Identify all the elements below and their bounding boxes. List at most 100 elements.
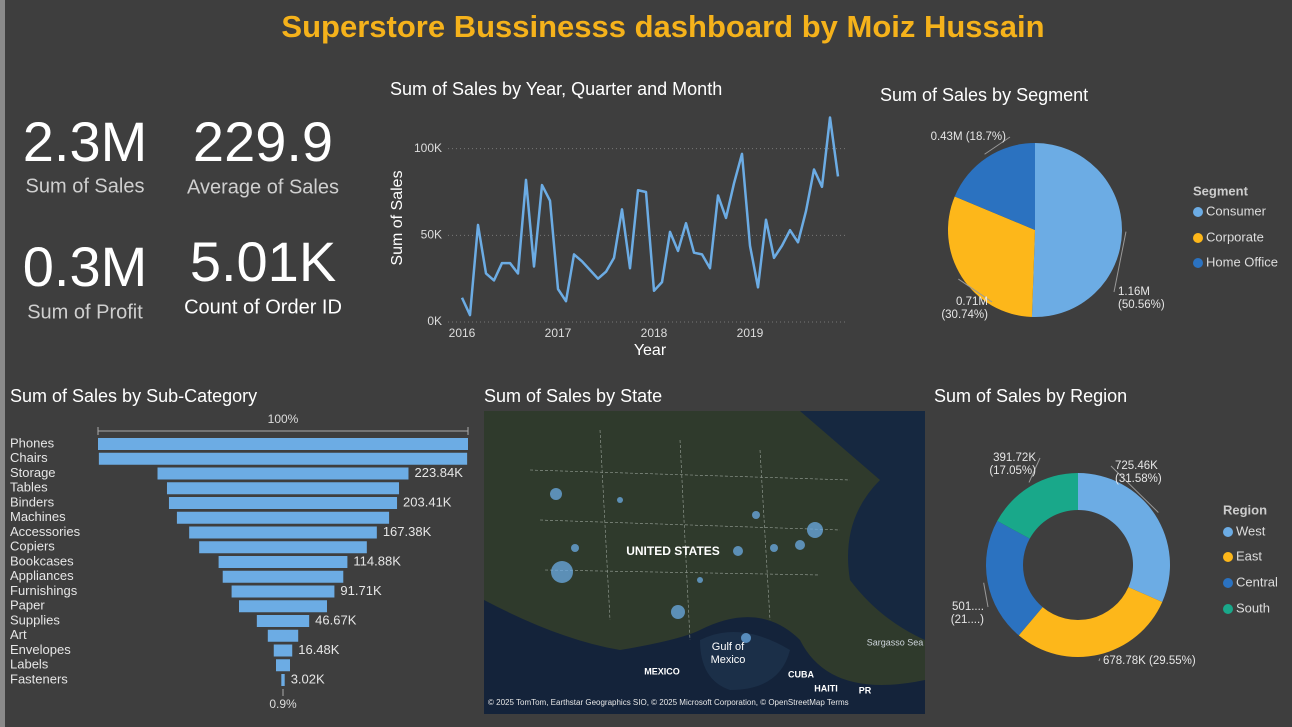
- x-tick-label: 2016: [449, 326, 476, 340]
- kpi-value: 5.01K: [190, 230, 336, 293]
- funnel-bar: [98, 452, 468, 465]
- data-label: 223.84K: [414, 465, 463, 480]
- legend-swatch: [1223, 578, 1233, 588]
- category-label: Paper: [10, 598, 45, 613]
- kpi-label: Sum of Sales: [26, 175, 145, 197]
- map-bubble: [550, 488, 562, 500]
- data-label: 91.71K: [340, 583, 382, 598]
- data-label: 0.43M (18.7%): [931, 131, 1007, 143]
- y-tick-label: 100K: [414, 141, 442, 155]
- left-edge: [0, 0, 5, 727]
- leader-line: [983, 582, 989, 608]
- leader-line: [1098, 658, 1101, 662]
- category-label: Copiers: [10, 539, 55, 554]
- y-tick-label: 50K: [421, 228, 442, 242]
- slice: [985, 520, 1043, 636]
- x-axis-label: Year: [634, 342, 667, 359]
- map-label: MEXICO: [644, 666, 680, 676]
- data-label: 725.46K: [1115, 460, 1158, 472]
- funnel-bar: [168, 497, 398, 509]
- map-bubble: [741, 633, 751, 643]
- legend-title: Segment: [1193, 183, 1249, 198]
- slice: [1078, 473, 1170, 602]
- funnel-bar: [281, 674, 285, 686]
- map-bubble: [571, 544, 579, 552]
- legend-label: Home Office: [1206, 254, 1278, 269]
- x-tick-label: 2017: [545, 326, 572, 340]
- leader-line: [1028, 457, 1041, 483]
- data-label: 0.71M: [956, 296, 988, 308]
- dashboard-title: Superstore Bussinesss dashboard by Moiz …: [281, 9, 1044, 44]
- funnel-bar: [218, 556, 348, 568]
- data-label: 391.72K: [993, 452, 1036, 464]
- map: UNITED STATES Gulf of Mexico MEXICO CUBA…: [484, 411, 925, 714]
- kpi-value: 229.9: [193, 110, 333, 173]
- funnel-bar: [98, 438, 468, 450]
- category-label: Tables: [10, 480, 48, 495]
- slice: [954, 143, 1035, 230]
- funnel-bar: [222, 570, 344, 583]
- legend-label: Consumer: [1206, 203, 1267, 218]
- slice: [1031, 143, 1123, 317]
- leader-line: [958, 278, 993, 303]
- category-label: Supplies: [10, 612, 60, 627]
- data-label: 678.78K (29.55%): [1103, 655, 1196, 667]
- legend-title: Region: [1223, 502, 1267, 517]
- data-label: (30.74%): [941, 309, 988, 321]
- legend-label: West: [1236, 523, 1266, 538]
- map-label: PR: [859, 685, 872, 695]
- funnel-bar: [176, 511, 390, 524]
- map-ocean: [800, 411, 925, 640]
- chart-title: Sum of Sales by Region: [934, 386, 1127, 406]
- data-label: 203.41K: [403, 494, 452, 509]
- category-label: Art: [10, 627, 27, 642]
- map-bubble: [551, 561, 573, 583]
- map-title: Sum of Sales by State: [484, 386, 662, 406]
- data-label: (50.56%): [1118, 299, 1165, 311]
- legend-label: East: [1236, 548, 1262, 563]
- funnel-bar: [199, 541, 367, 554]
- map-label: UNITED STATES: [626, 544, 720, 558]
- chart-title: Sum of Sales by Sub-Category: [10, 386, 257, 406]
- y-axis-label: Sum of Sales: [389, 170, 406, 265]
- map-bubble: [770, 544, 778, 552]
- data-label: (21....): [951, 614, 984, 626]
- leader-line: [1113, 231, 1127, 293]
- kpi-value: 0.3M: [23, 235, 148, 298]
- data-label: 3.02K: [291, 671, 325, 686]
- data-label: 167.38K: [383, 524, 432, 539]
- map-bubble: [697, 577, 703, 583]
- chart-title: Sum of Sales by Year, Quarter and Month: [390, 79, 722, 99]
- legend-label: Corporate: [1206, 229, 1264, 244]
- legend-swatch: [1223, 604, 1233, 614]
- category-label: Bookcases: [10, 553, 74, 568]
- kpi-label: Sum of Profit: [27, 301, 143, 323]
- sales-line: [460, 116, 840, 317]
- map-bubble: [671, 605, 685, 619]
- category-label: Storage: [10, 465, 56, 480]
- kpi-value: 2.3M: [23, 110, 148, 173]
- funnel-bar: [239, 600, 327, 613]
- map-bubble: [752, 511, 760, 519]
- legend-swatch: [1223, 552, 1233, 562]
- legend-swatch: [1223, 527, 1233, 537]
- map-gulf: [700, 632, 790, 690]
- funnel-bar: [276, 659, 290, 672]
- funnel-bar: [273, 644, 293, 657]
- category-label: Furnishings: [10, 583, 78, 598]
- funnel-bar: [267, 629, 299, 642]
- y-tick-label: 0K: [427, 314, 442, 328]
- legend-label: South: [1236, 600, 1270, 615]
- x-tick-label: 2018: [641, 326, 668, 340]
- category-label: Binders: [10, 494, 55, 509]
- x-tick-label: 2019: [737, 326, 764, 340]
- funnel-bar: [189, 526, 377, 539]
- kpi-label: Average of Sales: [187, 176, 339, 198]
- map-label: Mexico: [711, 654, 746, 666]
- funnel-bar: [166, 482, 400, 495]
- data-label: 46.67K: [315, 612, 357, 627]
- category-label: Machines: [10, 509, 66, 524]
- funnel-bar: [157, 467, 409, 480]
- legend-swatch: [1193, 207, 1203, 217]
- legend-swatch: [1193, 258, 1203, 268]
